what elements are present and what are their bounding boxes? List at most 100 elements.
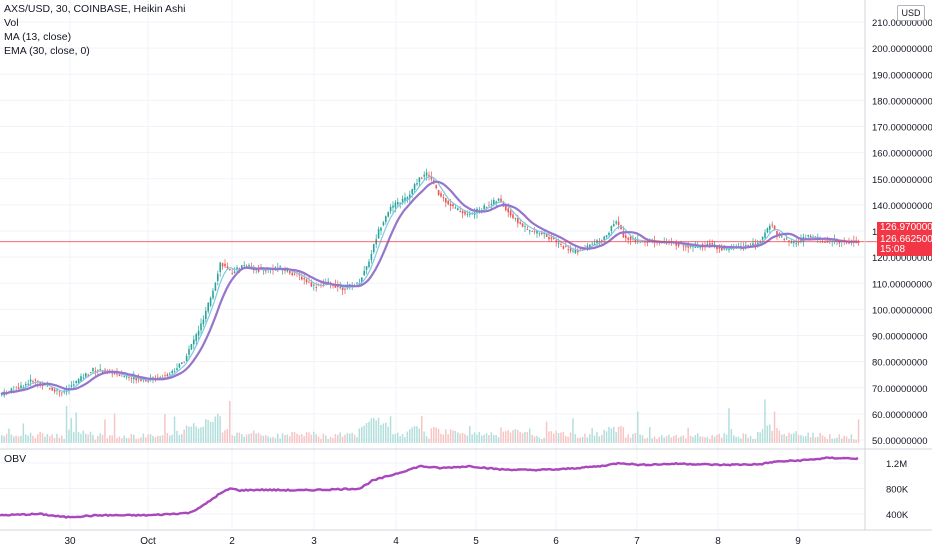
volume-bar xyxy=(401,434,404,443)
volume-bar xyxy=(346,433,349,443)
candle-body xyxy=(747,245,749,246)
volume-bar xyxy=(25,434,27,443)
volume-bar xyxy=(77,432,80,443)
candle-body xyxy=(231,272,233,274)
candle-body xyxy=(821,240,824,242)
candle-body xyxy=(404,197,406,201)
volume-bar xyxy=(466,435,469,443)
obv-legend[interactable]: OBV xyxy=(4,453,27,465)
symbol-title[interactable]: AXS/USD, 30, COINBASE, Heikin Ashi xyxy=(4,3,186,15)
candle-body xyxy=(776,230,778,237)
volume-bar xyxy=(557,432,560,443)
volume-bar xyxy=(339,432,341,443)
candle-body xyxy=(87,374,89,376)
volume-bar xyxy=(32,435,34,443)
candle-body xyxy=(699,246,701,248)
candle-body xyxy=(788,240,790,242)
volume-bar xyxy=(8,428,10,443)
volume-bar xyxy=(166,433,169,443)
candle-body xyxy=(541,232,543,235)
volume-bar xyxy=(370,418,373,443)
volume-bar xyxy=(677,437,680,443)
volume-bar xyxy=(536,435,538,443)
candle-body xyxy=(759,241,761,243)
price-tick-label: 150.00000000 xyxy=(872,175,932,186)
volume-bar xyxy=(785,435,788,443)
volume-bar xyxy=(277,433,279,443)
candle-body xyxy=(430,176,433,180)
volume-bar xyxy=(257,432,260,443)
volume-bar xyxy=(639,434,641,443)
time-tick-label: Oct xyxy=(140,536,156,547)
candle-body xyxy=(428,175,430,177)
volume-bar xyxy=(490,432,493,443)
volume-bar xyxy=(392,434,394,443)
volume-bar xyxy=(793,433,795,443)
candle-body xyxy=(454,207,457,209)
price-tick-label: 90.00000000 xyxy=(872,332,927,343)
volume-bar xyxy=(382,423,385,443)
obv-tick-label: 1.2M xyxy=(886,459,907,470)
candle-body xyxy=(723,247,725,250)
volume-bar xyxy=(243,436,245,443)
candle-body xyxy=(286,269,289,272)
volume-bar xyxy=(361,426,363,443)
volume-bar xyxy=(334,434,337,443)
candle-body xyxy=(533,231,536,233)
volume-bar xyxy=(478,431,481,443)
volume-legend[interactable]: Vol xyxy=(4,17,19,29)
volume-bar xyxy=(411,427,413,443)
volume-bar xyxy=(197,428,200,443)
candle-body xyxy=(500,198,502,202)
candle-body xyxy=(716,245,718,250)
volume-bar xyxy=(853,439,855,443)
ma-legend[interactable]: MA (13, close) xyxy=(4,31,72,43)
candle-body xyxy=(356,282,358,284)
obv-tick-label: 800K xyxy=(886,485,909,496)
volume-bar xyxy=(137,438,140,443)
obv-axis[interactable]: 1.2M 800K 400K xyxy=(886,459,909,521)
candle-body xyxy=(769,225,771,230)
volume-bar xyxy=(188,426,190,443)
volume-bar xyxy=(104,419,106,443)
candle-body xyxy=(274,267,277,269)
candle-body xyxy=(305,279,308,283)
volume-bar xyxy=(56,433,58,443)
volume-bar xyxy=(814,437,817,443)
volume-bar xyxy=(476,434,478,443)
candle-body xyxy=(73,384,75,386)
volume-bar xyxy=(826,439,829,443)
candle-body xyxy=(706,243,709,247)
candle-body xyxy=(409,194,411,199)
volume-bar xyxy=(226,428,229,443)
volume-bar xyxy=(185,425,188,443)
volume-bar xyxy=(713,436,716,443)
volume-bar xyxy=(819,432,821,443)
candle-body xyxy=(857,241,860,244)
volume-bar xyxy=(430,428,433,443)
ema-legend[interactable]: EMA (30, close, 0) xyxy=(4,45,90,57)
volume-bar xyxy=(3,436,5,443)
candle-body xyxy=(569,248,572,252)
candle-body xyxy=(761,236,764,240)
volume-bar xyxy=(699,436,701,443)
volume-bar xyxy=(716,434,718,443)
volume-bar xyxy=(783,433,785,443)
candle-body xyxy=(608,232,610,236)
candle-body xyxy=(675,242,677,246)
volume-bar xyxy=(857,419,860,443)
candle-body xyxy=(178,363,181,368)
candle-body xyxy=(766,228,769,233)
volume-bar xyxy=(459,433,461,443)
volume-bar xyxy=(332,438,334,443)
volume-bar xyxy=(848,438,850,443)
candle-body xyxy=(289,270,291,274)
volume-bar xyxy=(140,437,142,443)
candle-body xyxy=(461,211,464,214)
time-axis[interactable]: 30 Oct 2 3 4 5 6 7 8 9 xyxy=(64,536,801,547)
volume-bar xyxy=(435,427,437,443)
volume-bar xyxy=(183,429,185,443)
currency-badge[interactable]: USD xyxy=(897,5,925,21)
volume-bar xyxy=(176,430,178,443)
